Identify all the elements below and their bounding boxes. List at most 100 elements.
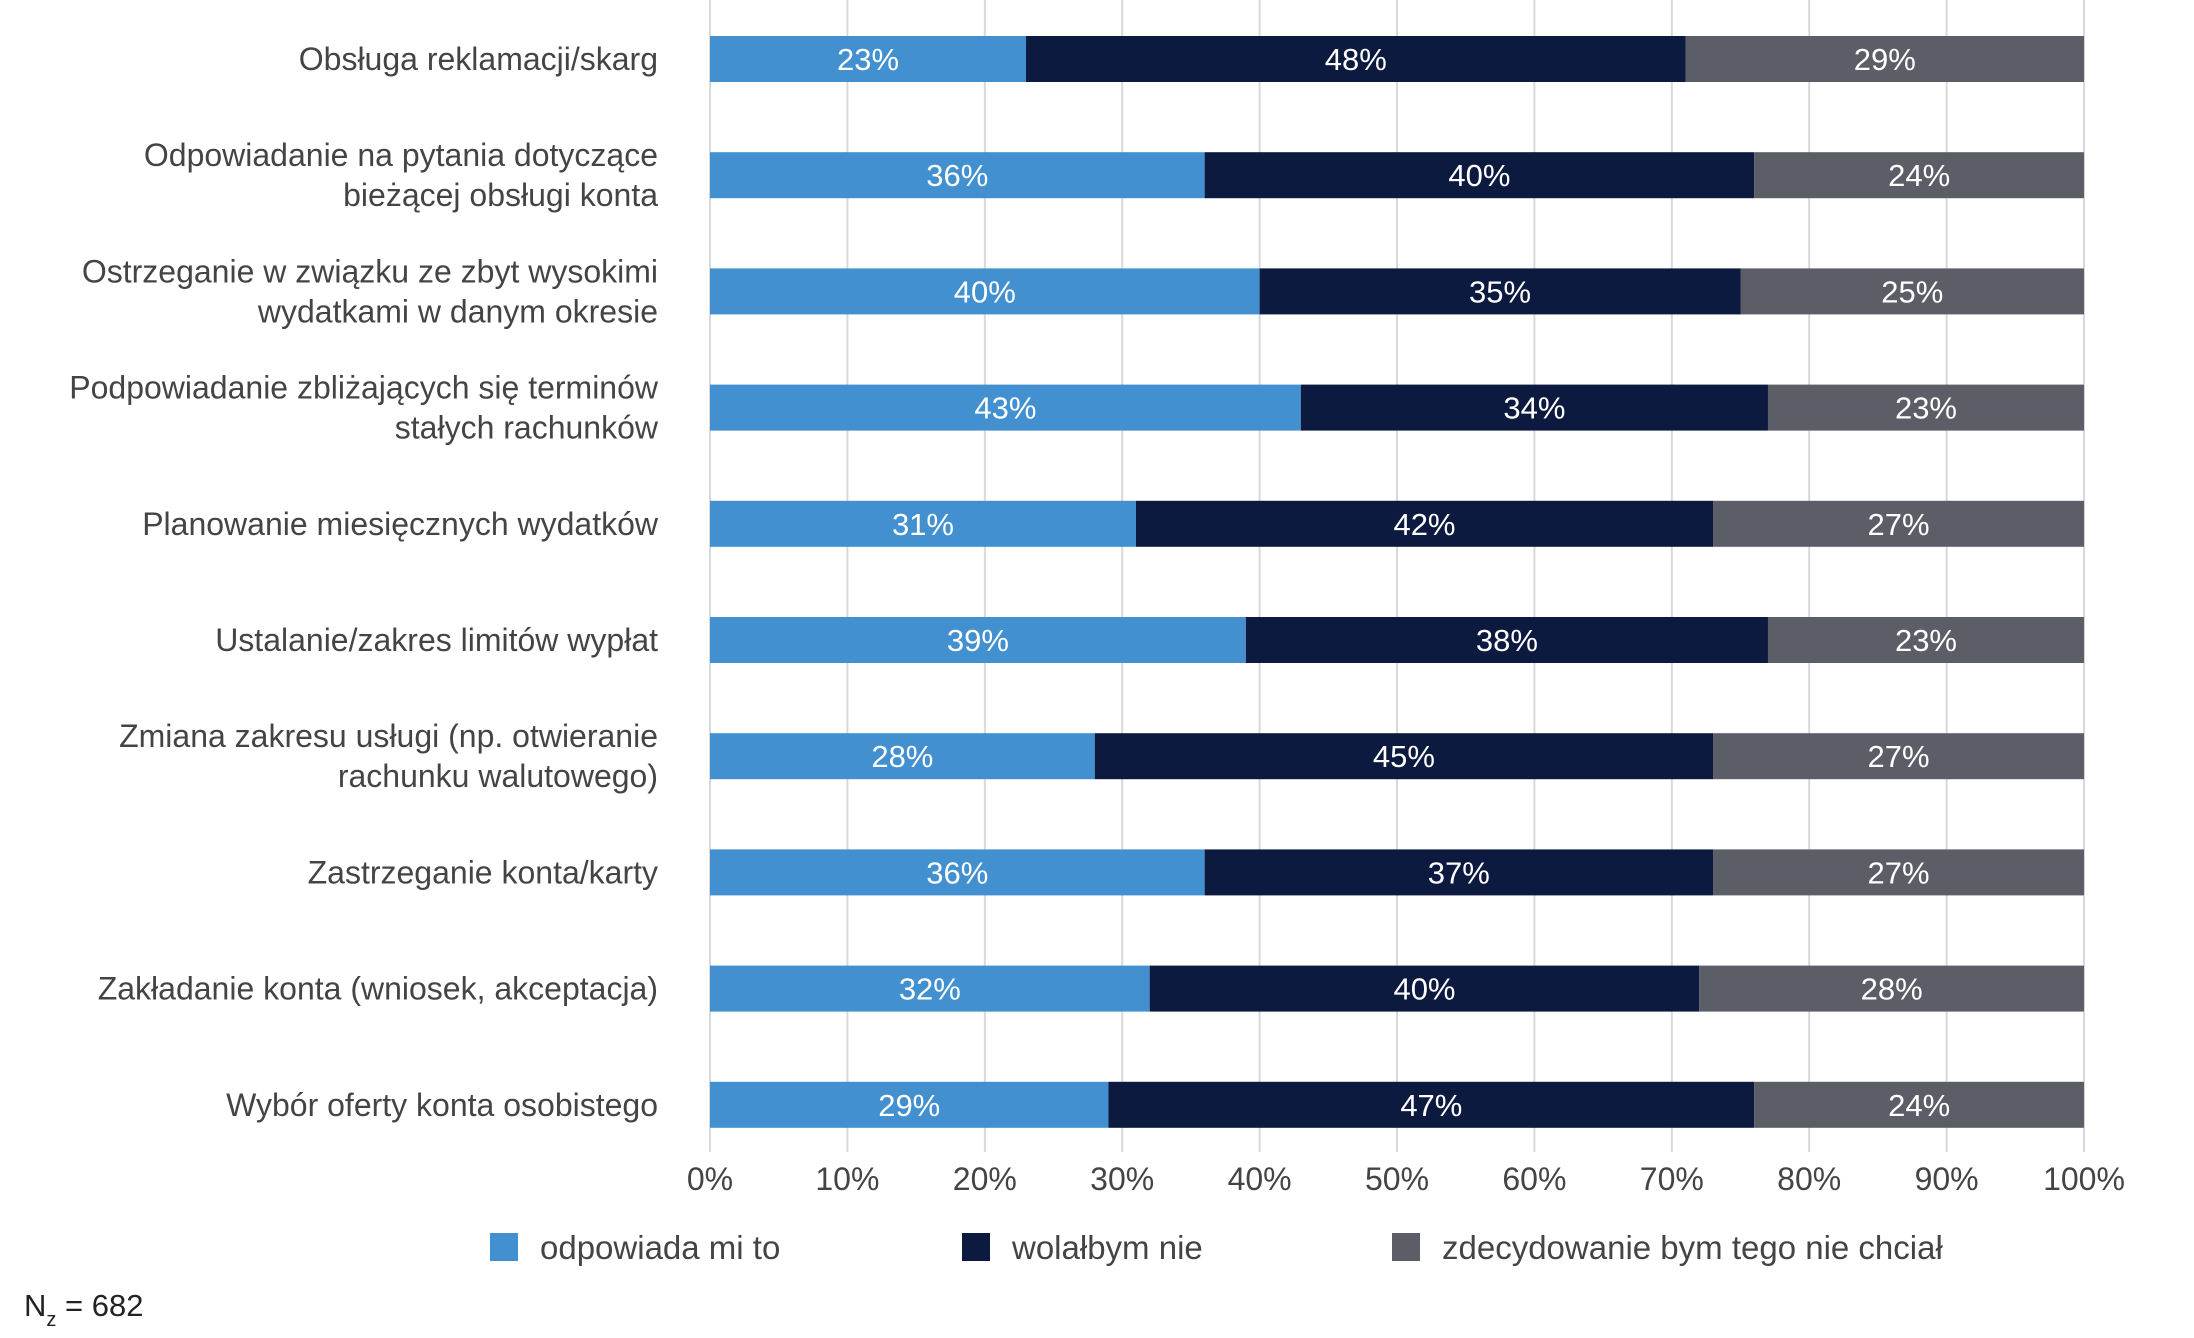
bar-segment bbox=[710, 268, 1260, 315]
category-label: Obsługa reklamacji/skarg bbox=[299, 41, 658, 77]
bar-segment bbox=[1767, 617, 2084, 663]
category-label: Zastrzeganie konta/karty bbox=[308, 854, 658, 890]
data-label: 24% bbox=[1888, 158, 1950, 193]
bar-segment bbox=[1699, 965, 2084, 1012]
legend-item: wolałbym nie bbox=[962, 1229, 1203, 1266]
legend-swatch bbox=[962, 1233, 990, 1261]
data-label: 36% bbox=[926, 158, 988, 193]
category-label: rachunku walutowego) bbox=[338, 758, 658, 794]
category-label: Podpowiadanie zbliżających się terminów bbox=[69, 370, 659, 406]
data-label: 32% bbox=[899, 972, 961, 1007]
bar-segment bbox=[1204, 849, 1714, 896]
bar-segment bbox=[710, 36, 1027, 82]
category-label: Odpowiadanie na pytania dotyczące bbox=[144, 137, 658, 173]
footnote-prefix: N bbox=[24, 1288, 46, 1323]
data-label: 36% bbox=[926, 855, 988, 890]
data-label: 43% bbox=[974, 391, 1036, 426]
bar-segment bbox=[710, 1081, 1109, 1128]
legend-label: wolałbym nie bbox=[1011, 1229, 1203, 1266]
x-tick-label: 90% bbox=[1915, 1161, 1979, 1197]
bar-segment bbox=[1740, 268, 2084, 315]
data-label: 45% bbox=[1373, 739, 1435, 774]
data-label: 42% bbox=[1393, 507, 1455, 542]
bar-segment bbox=[1767, 384, 2084, 431]
category-label: bieżącej obsługi konta bbox=[343, 177, 658, 213]
bar-segment bbox=[710, 733, 1095, 780]
bar-segment bbox=[710, 500, 1136, 547]
bar-segment bbox=[1108, 1081, 1755, 1128]
bar-segment bbox=[1685, 36, 2084, 82]
bar-segment bbox=[710, 617, 1246, 663]
bar-segment bbox=[1754, 1081, 2084, 1128]
data-label: 48% bbox=[1325, 42, 1387, 77]
x-tick-label: 80% bbox=[1777, 1161, 1841, 1197]
category-label: Wybór oferty konta osobistego bbox=[226, 1087, 658, 1123]
x-tick-label: 70% bbox=[1640, 1161, 1704, 1197]
data-label: 47% bbox=[1400, 1088, 1462, 1123]
bar-segment bbox=[1149, 965, 1700, 1012]
bar-segment bbox=[710, 384, 1301, 431]
data-label: 28% bbox=[871, 739, 933, 774]
bar-segment bbox=[710, 152, 1205, 199]
legend-swatch bbox=[490, 1233, 518, 1261]
category-label: Zmiana zakresu usługi (np. otwieranie bbox=[119, 718, 658, 754]
bar-segment bbox=[1713, 733, 2084, 780]
data-label: 40% bbox=[1448, 158, 1510, 193]
data-label: 24% bbox=[1888, 1088, 1950, 1123]
x-tick-label: 10% bbox=[815, 1161, 879, 1197]
data-label: 39% bbox=[947, 623, 1009, 658]
footnote-subscript: z bbox=[46, 1309, 56, 1331]
bar-segment bbox=[1300, 384, 1768, 431]
category-label: wydatkami w danym okresie bbox=[257, 293, 658, 329]
bar-segment bbox=[1713, 849, 2084, 896]
data-label: 27% bbox=[1867, 739, 1929, 774]
legend-label: odpowiada mi to bbox=[540, 1229, 780, 1266]
data-label: 27% bbox=[1867, 507, 1929, 542]
legend-label: zdecydowanie bym tego nie chciał bbox=[1442, 1229, 1943, 1266]
data-label: 34% bbox=[1503, 391, 1565, 426]
bar-segment bbox=[710, 849, 1205, 896]
data-label: 38% bbox=[1476, 623, 1538, 658]
bar-segment bbox=[1245, 617, 1768, 663]
data-label: 23% bbox=[1895, 391, 1957, 426]
x-tick-label: 50% bbox=[1365, 1161, 1429, 1197]
x-axis: 0% 10% 20% 30% 40% 50% 60% 70% 80% 90% 100% bbox=[687, 1161, 2125, 1197]
legend-swatch bbox=[1392, 1233, 1420, 1261]
category-label: Planowanie miesięcznych wydatków bbox=[142, 506, 659, 542]
data-label: 35% bbox=[1469, 274, 1531, 309]
x-tick-label: 60% bbox=[1502, 1161, 1566, 1197]
data-label: 29% bbox=[1854, 42, 1916, 77]
footnote: Nz = 682 bbox=[24, 1288, 143, 1331]
footnote-sample-size: Nz = 682 bbox=[24, 1288, 143, 1331]
data-label: 40% bbox=[954, 274, 1016, 309]
data-label: 40% bbox=[1393, 972, 1455, 1007]
data-label: 25% bbox=[1881, 274, 1943, 309]
data-label: 28% bbox=[1861, 972, 1923, 1007]
footnote-suffix: = 682 bbox=[56, 1288, 143, 1323]
label-layer: 23% 48% 29% Obsługa reklamacji/skarg 36% 40% 2… bbox=[69, 41, 1957, 1123]
data-label: 37% bbox=[1428, 855, 1490, 890]
bar-segment bbox=[1754, 152, 2084, 199]
category-label: stałych rachunków bbox=[395, 410, 659, 446]
bar-segment bbox=[1259, 268, 1741, 315]
x-tick-label: 100% bbox=[2043, 1161, 2125, 1197]
legend: odpowiada mi to wolałbym nie zdecydowanie … bbox=[490, 1229, 1943, 1266]
bar-segment bbox=[710, 965, 1150, 1012]
x-tick-label: 20% bbox=[953, 1161, 1017, 1197]
bar-segment bbox=[1094, 733, 1714, 780]
x-tick-label: 40% bbox=[1228, 1161, 1292, 1197]
legend-item: zdecydowanie bym tego nie chciał bbox=[1392, 1229, 1943, 1266]
data-label: 27% bbox=[1867, 855, 1929, 890]
x-tick-label: 0% bbox=[687, 1161, 733, 1197]
data-label: 29% bbox=[878, 1088, 940, 1123]
data-label: 31% bbox=[892, 507, 954, 542]
x-tick-label: 30% bbox=[1090, 1161, 1154, 1197]
data-label: 23% bbox=[1895, 623, 1957, 658]
bar-segment bbox=[1713, 500, 2084, 547]
bar-layer bbox=[710, 36, 2084, 1128]
category-label: Ustalanie/zakres limitów wypłat bbox=[215, 622, 658, 658]
category-label: Zakładanie konta (wniosek, akceptacja) bbox=[98, 971, 658, 1007]
bar-segment bbox=[1135, 500, 1714, 547]
